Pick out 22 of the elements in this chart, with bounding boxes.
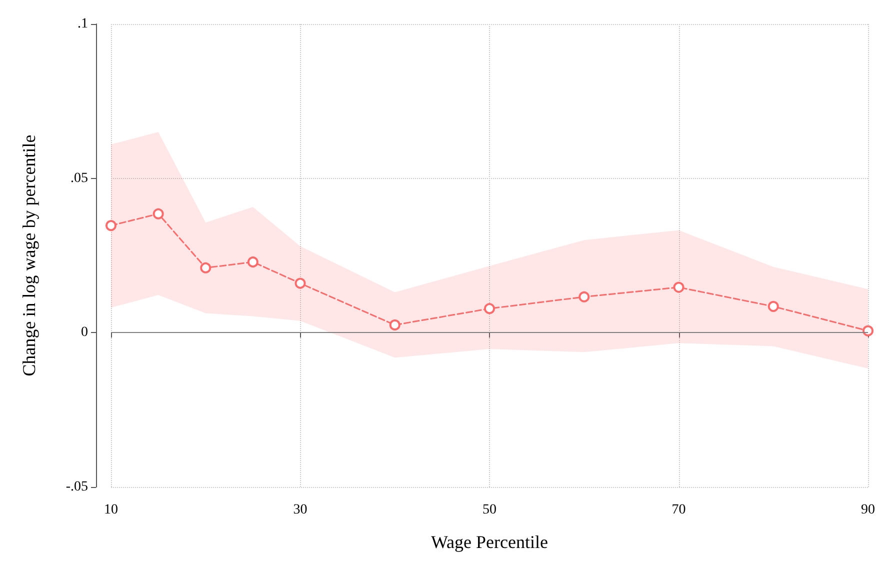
x-tick-label: 30 [293, 502, 308, 518]
x-tick-label: 10 [104, 502, 118, 518]
y-tick-label: -.05 [66, 480, 88, 494]
point [294, 278, 306, 289]
point [389, 319, 400, 330]
x-axis-title: Wage Percentile [431, 532, 548, 552]
y-axis-title: Change in log wage by percentile [19, 134, 39, 376]
point [578, 291, 590, 302]
point [484, 303, 495, 314]
x-tick-label: 50 [482, 502, 496, 518]
point [673, 282, 684, 293]
y-tick-label: 0 [81, 325, 88, 340]
x-tick-label: 90 [861, 502, 875, 518]
x-tick-label: 70 [672, 502, 686, 518]
y-tick-label: .05 [70, 170, 88, 186]
point [106, 220, 116, 232]
point [247, 256, 258, 268]
y-tick-label: .1 [78, 16, 88, 32]
point [862, 325, 874, 336]
point [200, 262, 212, 274]
point [152, 208, 164, 220]
point [768, 300, 779, 312]
